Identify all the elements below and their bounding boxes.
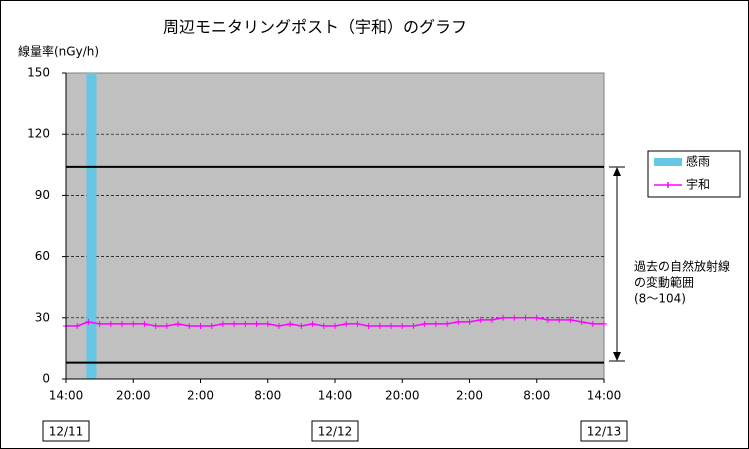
y-tick-label: 120: [27, 127, 50, 141]
x-tick-label: 14:00: [318, 389, 353, 403]
annotation: の変動範囲: [634, 275, 694, 290]
point-marker: [119, 320, 126, 327]
point-marker: [421, 320, 428, 327]
point-marker: [208, 322, 215, 329]
point-marker: [466, 318, 473, 325]
point-marker: [477, 316, 484, 323]
y-tick-label: 150: [27, 66, 50, 80]
x-tick-label: 20:00: [385, 389, 420, 403]
date-box: [42, 420, 90, 442]
y-tick-label: 30: [35, 310, 50, 324]
point-marker: [533, 314, 540, 321]
x-tick-label: 8:00: [254, 389, 281, 403]
point-marker: [96, 320, 103, 327]
x-tick-label: 2:00: [187, 389, 214, 403]
point-marker: [556, 316, 563, 323]
point-marker: [275, 322, 282, 329]
point-marker: [197, 322, 204, 329]
point-marker: [365, 322, 372, 329]
point-marker: [399, 322, 406, 329]
point-marker: [298, 322, 305, 329]
date-label: 12/12: [318, 425, 353, 439]
point-marker: [175, 320, 182, 327]
y-tick-label: 90: [35, 188, 50, 202]
point-marker: [455, 318, 462, 325]
point-marker: [152, 322, 159, 329]
x-tick-label: 14:00: [587, 389, 622, 403]
point-marker: [309, 320, 316, 327]
point-marker: [141, 320, 148, 327]
x-tick-label: 20:00: [116, 389, 151, 403]
plot-area: [65, 72, 605, 380]
legend-swatch: [654, 158, 682, 166]
point-marker: [320, 322, 327, 329]
x-tick-label: 14:00: [49, 389, 84, 403]
point-marker: [253, 320, 260, 327]
legend-label: 宇和: [686, 178, 710, 192]
point-marker: [163, 322, 170, 329]
point-marker: [231, 320, 238, 327]
point-marker: [376, 322, 383, 329]
point-marker: [500, 314, 507, 321]
point-marker: [343, 320, 350, 327]
x-tick-label: 8:00: [523, 389, 550, 403]
rain-bar: [86, 73, 97, 379]
point-marker: [130, 320, 137, 327]
point-marker: [107, 320, 114, 327]
date-box: [580, 420, 628, 442]
point-marker: [85, 318, 92, 325]
point-marker: [74, 322, 81, 329]
point-marker: [601, 320, 607, 327]
y-tick-label: 60: [35, 249, 50, 263]
point-marker: [388, 322, 395, 329]
point-marker: [219, 320, 226, 327]
point-marker: [522, 314, 529, 321]
point-marker: [264, 320, 271, 327]
point-marker: [488, 316, 495, 323]
point-marker: [444, 320, 451, 327]
point-marker: [242, 320, 249, 327]
x-tick-label: 2:00: [456, 389, 483, 403]
annotation: (8～104): [634, 292, 686, 306]
point-marker: [432, 320, 439, 327]
point-marker: [567, 316, 574, 323]
chart-title: 周辺モニタリングポスト（宇和）のグラフ: [163, 18, 467, 37]
date-label: 12/13: [587, 425, 622, 439]
point-marker: [332, 322, 338, 329]
legend-label: 感雨: [686, 154, 710, 169]
annotation: 過去の自然放射線: [634, 259, 730, 274]
y-axis-label: 線量率(nGy/h): [18, 44, 99, 59]
point-marker: [287, 320, 294, 327]
point-marker: [186, 322, 193, 329]
date-box: [311, 420, 359, 442]
point-marker: [410, 322, 417, 329]
y-tick-label: 0: [42, 372, 50, 386]
point-marker: [354, 320, 361, 327]
date-label: 12/11: [49, 425, 84, 439]
point-marker: [544, 316, 551, 323]
point-marker: [589, 320, 596, 327]
point-marker: [511, 314, 518, 321]
point-marker: [578, 318, 585, 325]
legend-line: [654, 182, 682, 188]
